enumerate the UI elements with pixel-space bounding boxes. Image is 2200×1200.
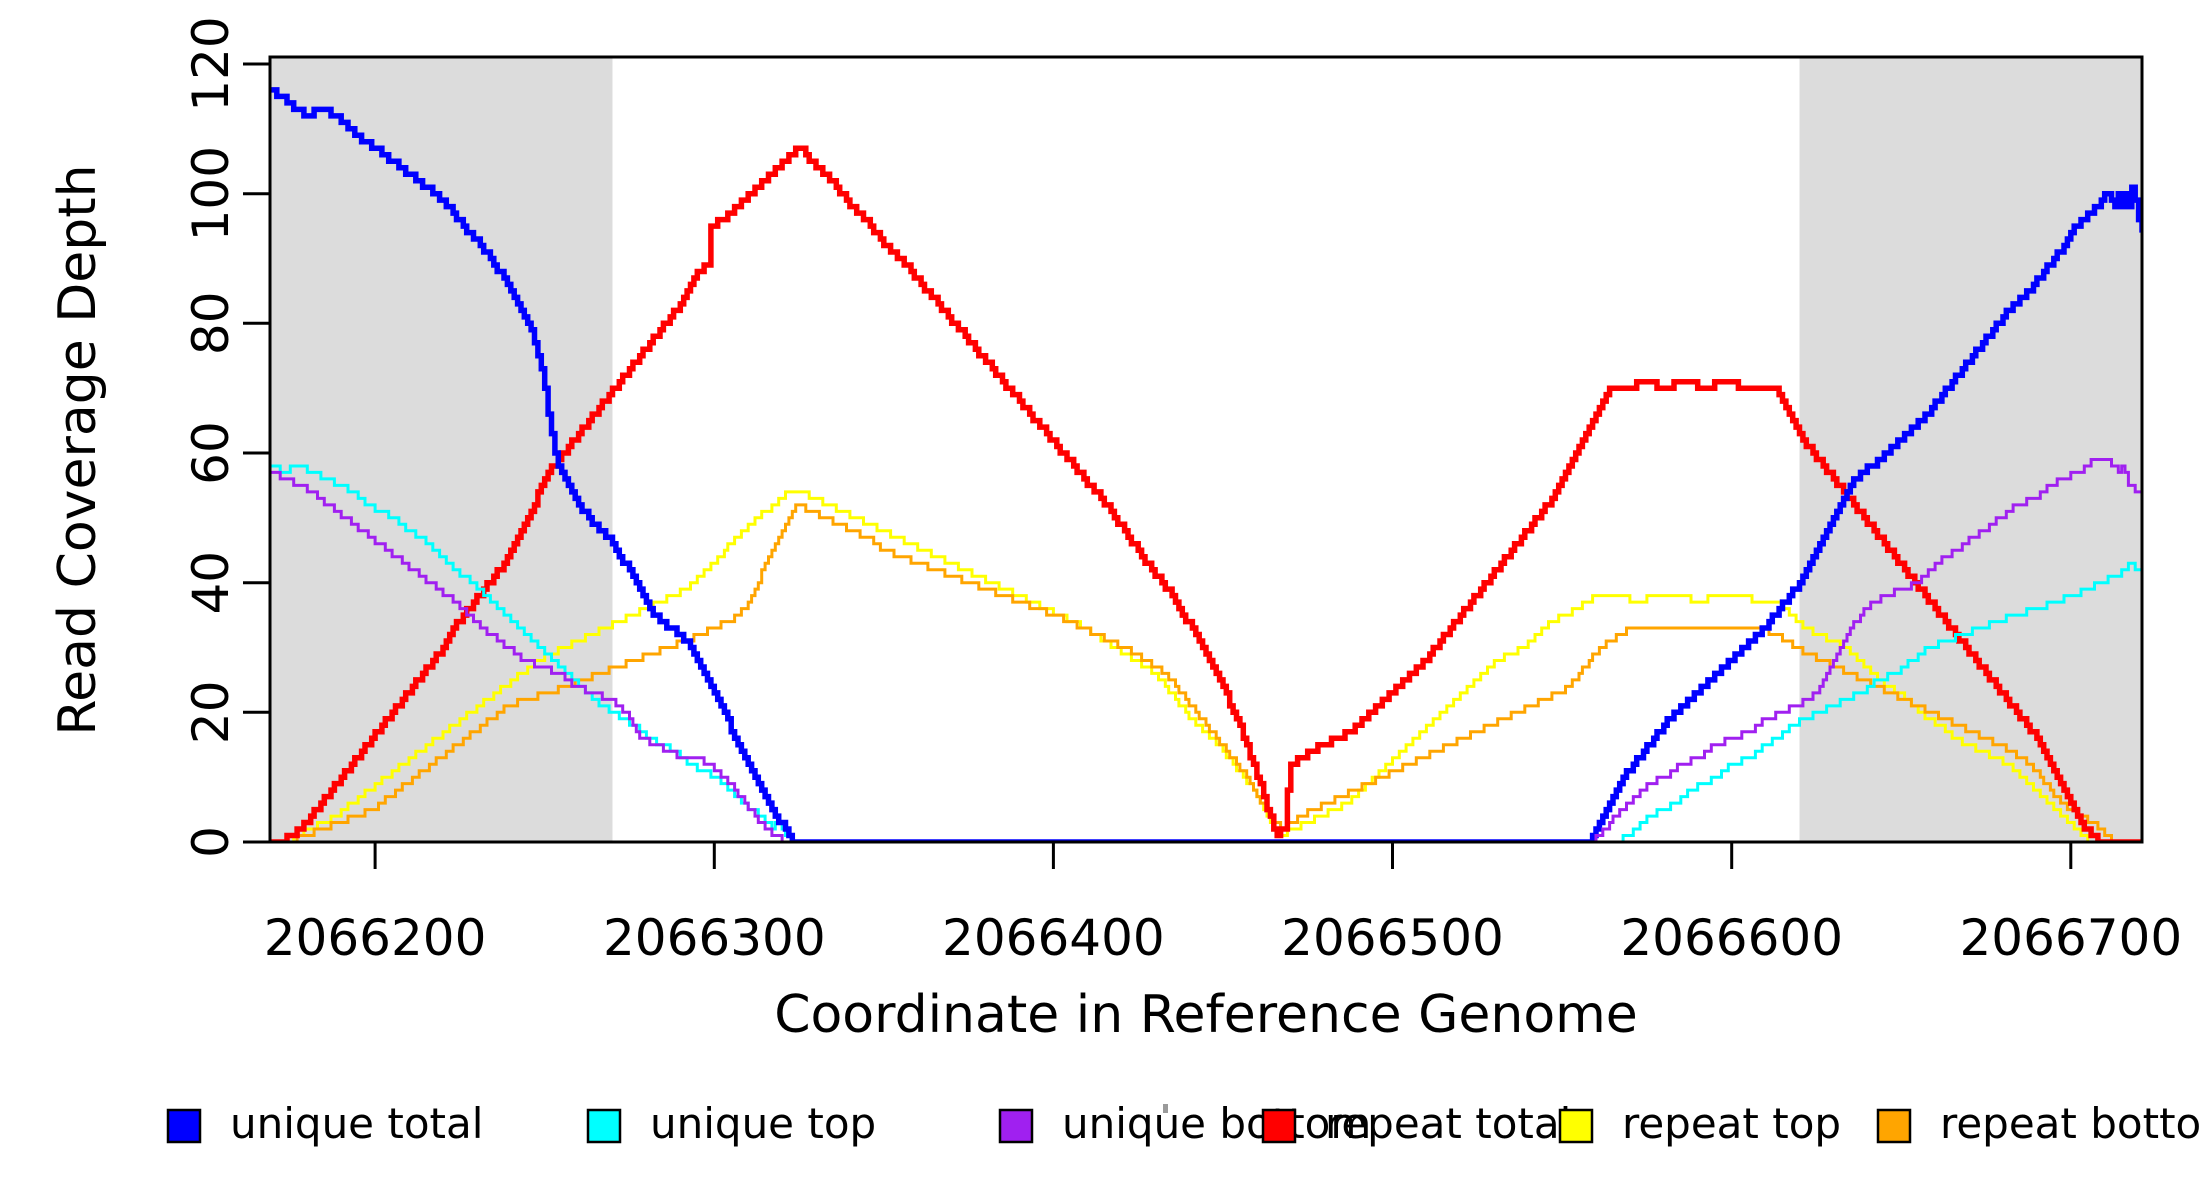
legend-swatch <box>166 1108 202 1144</box>
legend-swatch <box>1261 1108 1297 1144</box>
legend-label: unique top <box>650 1099 876 1148</box>
legend-label: repeat total <box>1325 1099 1571 1148</box>
plot-border <box>268 55 2144 844</box>
legend-item-unique-top: unique top <box>586 1099 876 1148</box>
shaded-region <box>1799 57 2142 842</box>
series-unique-top <box>270 464 2142 842</box>
legend-item-repeat-bottom: repeat bottom <box>1876 1099 2200 1148</box>
y-axis-title: Read Coverage Depth <box>48 164 108 735</box>
legend-item-unique-bottom: unique bottom <box>998 1099 1371 1148</box>
x-tick-label: 2066500 <box>1281 909 1504 967</box>
legend-label: unique bottom <box>1062 1099 1371 1148</box>
legend-swatch <box>1876 1108 1912 1144</box>
y-tick-label: 40 <box>182 551 240 615</box>
legend-label: repeat bottom <box>1940 1099 2200 1148</box>
series-repeat-bottom <box>270 503 2142 842</box>
legend-swatch <box>998 1108 1034 1144</box>
legend-item-repeat-total: repeat total <box>1261 1099 1571 1148</box>
legend-swatch <box>586 1108 622 1144</box>
series-unique-total <box>270 87 2142 842</box>
shaded-region <box>270 57 613 842</box>
series-repeat-total <box>270 145 2142 842</box>
legend-label: unique total <box>230 1099 483 1148</box>
coverage-series <box>270 87 2142 842</box>
legend: unique total unique top unique bottomrepea… <box>166 1099 2200 1148</box>
y-tick-label: 100 <box>182 146 240 241</box>
series-unique-bottom <box>270 458 2142 842</box>
legend-label: repeat top <box>1622 1099 1841 1148</box>
x-tick-label: 2066700 <box>1959 909 2182 967</box>
y-tick-label: 0 <box>182 826 240 858</box>
y-axis: 0 20 40 60 80 100 120 <box>182 16 270 858</box>
x-tick-label: 2066300 <box>603 909 826 967</box>
stray-mark-artifact <box>1163 1104 1168 1113</box>
legend-swatch <box>1558 1108 1594 1144</box>
x-tick-label: 2066600 <box>1620 909 1843 967</box>
y-tick-label: 20 <box>182 680 240 744</box>
legend-item-unique-total: unique total <box>166 1099 483 1148</box>
x-tick-label: 2066200 <box>264 909 487 967</box>
legend-item-repeat-top: repeat top <box>1558 1099 1841 1148</box>
series-repeat-top <box>270 490 2142 842</box>
x-axis: 2066200 2066300 2066400 2066500 2066600 20667… <box>264 842 2182 967</box>
x-tick-label: 2066400 <box>942 909 1165 967</box>
x-axis-title: Coordinate in Reference Genome <box>774 985 1638 1045</box>
y-tick-label: 120 <box>182 16 240 111</box>
y-tick-label: 60 <box>182 421 240 485</box>
y-tick-label: 80 <box>182 291 240 355</box>
